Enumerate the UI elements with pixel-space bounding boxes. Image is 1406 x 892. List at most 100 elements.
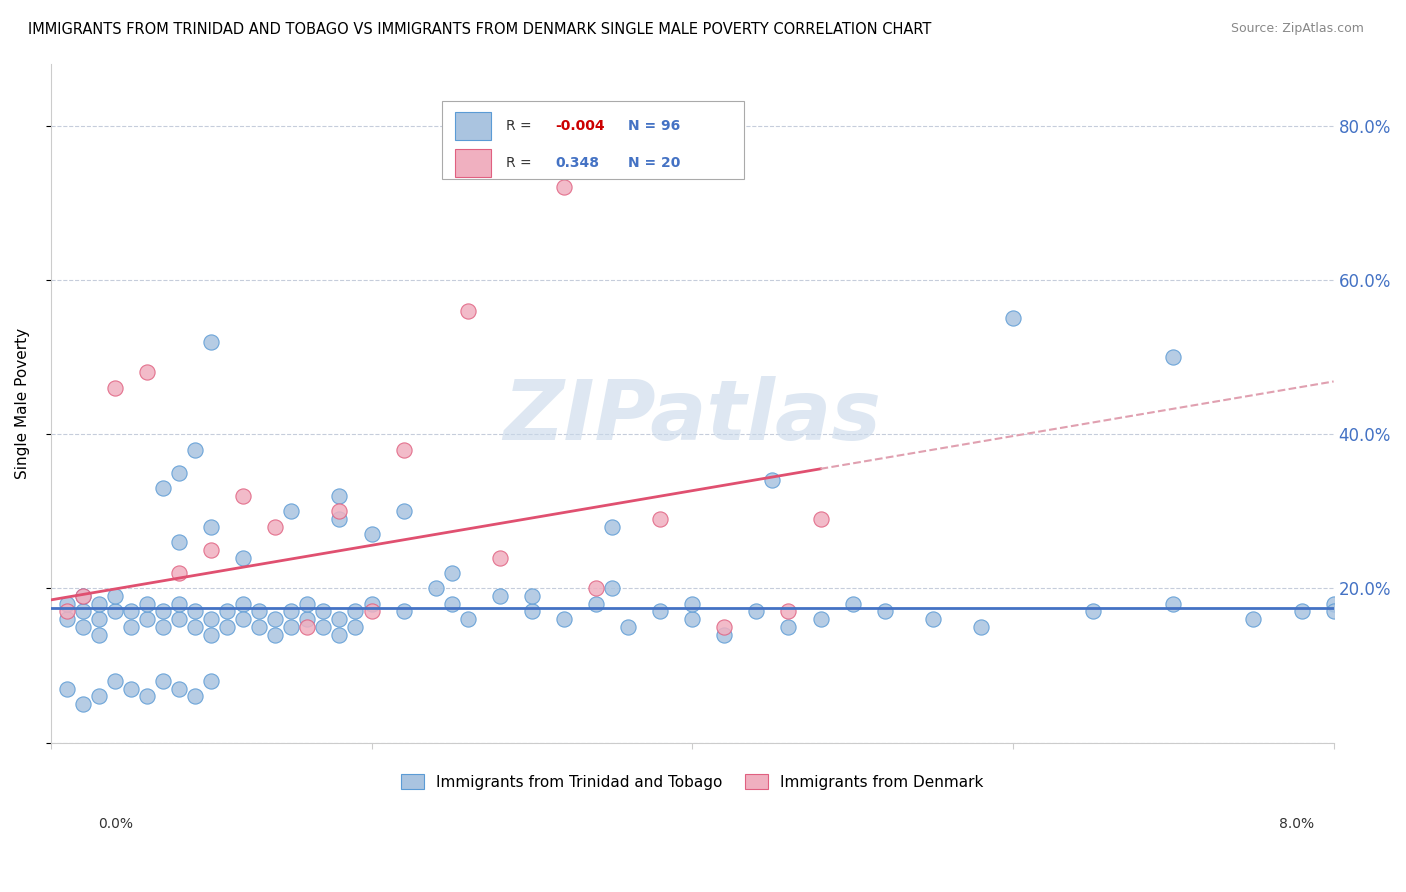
Text: N = 96: N = 96 xyxy=(628,119,681,133)
Point xyxy=(810,612,832,626)
Point xyxy=(247,605,270,619)
Point xyxy=(56,612,79,626)
Point xyxy=(56,605,79,619)
Point xyxy=(1161,350,1184,364)
Point xyxy=(1243,612,1265,626)
Point xyxy=(152,605,174,619)
Point xyxy=(617,620,640,634)
Point xyxy=(184,690,207,704)
Point xyxy=(200,612,222,626)
Point xyxy=(328,512,350,526)
Point xyxy=(392,605,415,619)
Point xyxy=(232,489,254,503)
Point xyxy=(104,673,127,688)
Point xyxy=(280,605,302,619)
Point xyxy=(167,535,190,549)
Point xyxy=(360,597,382,611)
FancyBboxPatch shape xyxy=(441,102,744,179)
Point xyxy=(232,612,254,626)
Point xyxy=(440,597,463,611)
Point xyxy=(440,566,463,580)
Point xyxy=(167,566,190,580)
Point xyxy=(328,504,350,518)
Point xyxy=(120,620,142,634)
Point xyxy=(921,612,943,626)
Point xyxy=(280,504,302,518)
Point xyxy=(232,550,254,565)
Point xyxy=(457,612,479,626)
Text: R =: R = xyxy=(506,119,536,133)
Text: ZIPatlas: ZIPatlas xyxy=(503,376,882,458)
Point xyxy=(56,681,79,696)
Point xyxy=(681,612,703,626)
Point xyxy=(136,597,159,611)
Point xyxy=(87,690,110,704)
Point xyxy=(360,605,382,619)
Point xyxy=(152,673,174,688)
Point xyxy=(650,605,672,619)
Point xyxy=(745,605,768,619)
Point xyxy=(392,442,415,457)
Point xyxy=(841,597,863,611)
Point xyxy=(87,612,110,626)
Text: Source: ZipAtlas.com: Source: ZipAtlas.com xyxy=(1230,22,1364,36)
Point xyxy=(56,597,79,611)
Point xyxy=(1081,605,1104,619)
Point xyxy=(810,512,832,526)
Point xyxy=(136,612,159,626)
Point xyxy=(425,582,447,596)
Text: -0.004: -0.004 xyxy=(555,119,605,133)
Point xyxy=(1001,311,1024,326)
Point xyxy=(312,605,335,619)
Point xyxy=(312,620,335,634)
Point xyxy=(120,605,142,619)
Point xyxy=(520,605,543,619)
Point xyxy=(585,597,607,611)
Point xyxy=(681,597,703,611)
Point xyxy=(72,589,94,603)
Point xyxy=(488,589,510,603)
Point xyxy=(72,589,94,603)
Point xyxy=(328,627,350,641)
Point xyxy=(650,512,672,526)
Point xyxy=(328,612,350,626)
Text: 0.0%: 0.0% xyxy=(98,817,134,830)
Point xyxy=(297,597,319,611)
Point xyxy=(200,334,222,349)
Point xyxy=(200,627,222,641)
Text: 8.0%: 8.0% xyxy=(1279,817,1315,830)
Point xyxy=(264,519,287,533)
Point xyxy=(72,605,94,619)
Point xyxy=(247,620,270,634)
Point xyxy=(184,620,207,634)
Point xyxy=(87,597,110,611)
Point xyxy=(1323,605,1346,619)
Point xyxy=(360,527,382,541)
Point xyxy=(264,627,287,641)
Point xyxy=(297,612,319,626)
Point xyxy=(488,550,510,565)
Point xyxy=(264,612,287,626)
Point xyxy=(600,582,623,596)
Point xyxy=(136,366,159,380)
Point xyxy=(873,605,896,619)
Point xyxy=(152,620,174,634)
Point xyxy=(200,519,222,533)
Point xyxy=(217,605,239,619)
Point xyxy=(970,620,993,634)
FancyBboxPatch shape xyxy=(456,112,491,140)
Point xyxy=(152,481,174,495)
Text: 0.348: 0.348 xyxy=(555,156,599,170)
Point xyxy=(297,620,319,634)
Point xyxy=(761,474,783,488)
Point xyxy=(184,605,207,619)
Point xyxy=(104,381,127,395)
Point xyxy=(280,620,302,634)
Point xyxy=(232,597,254,611)
Point xyxy=(344,605,367,619)
Point xyxy=(1323,597,1346,611)
Point xyxy=(167,466,190,480)
Legend: Immigrants from Trinidad and Tobago, Immigrants from Denmark: Immigrants from Trinidad and Tobago, Imm… xyxy=(395,768,990,796)
Point xyxy=(392,504,415,518)
Point xyxy=(200,673,222,688)
